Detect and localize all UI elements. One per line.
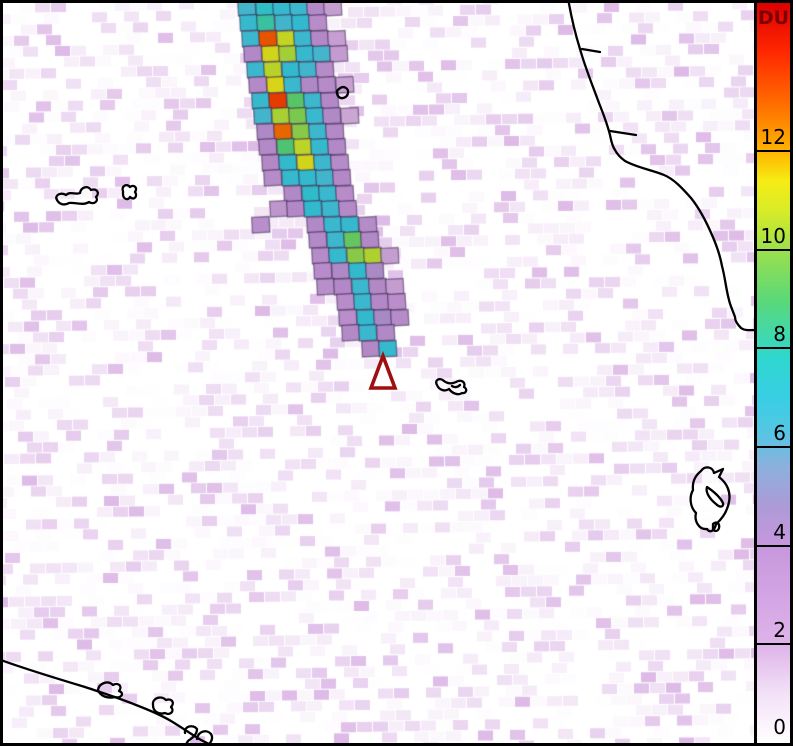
volcano-marker-icon [368, 350, 398, 390]
colorbar-tick [757, 446, 790, 448]
colorbar-tick [757, 643, 790, 645]
coastlines-group [3, 3, 754, 743]
map-area [0, 0, 757, 746]
colorbar-gradient [757, 3, 790, 743]
coastline-path-island-west-b [121, 184, 138, 201]
coastline-path-coast-sw-islet-a [96, 681, 124, 699]
colorbar-unit-label: DU [757, 7, 790, 29]
coastline-path-mainland-coast-ne [567, 3, 754, 332]
colorbar-tick-label: 4 [773, 520, 786, 544]
coastline-path-island-north-small [335, 86, 350, 100]
colorbar-tick-label: 12 [760, 125, 786, 149]
colorbar-tick [757, 249, 790, 251]
coastline-path-island-east-large [689, 466, 731, 533]
coastline-path-coast-sw-islet-b [151, 696, 174, 716]
colorbar-tick-label: 10 [760, 224, 786, 248]
coastline-path-mainland-coast-sw [3, 659, 210, 743]
coastline-path-island-west-a [55, 186, 99, 206]
coastline-path-island-east-of-volcano [435, 378, 468, 396]
coastline-path-coast-sw-islet-c [183, 725, 214, 743]
coastline-path-coast-spur-b [608, 129, 638, 137]
colorbar-tick [757, 347, 790, 349]
coastline-path-coast-spur-a [580, 47, 602, 54]
colorbar-tick-label: 6 [773, 421, 786, 445]
colorbar-tick-label: 8 [773, 322, 786, 346]
colorbar-tick-label: 2 [773, 618, 786, 642]
colorbar: 12 10 8 6 4 2 0 DU [754, 0, 793, 746]
coastline-overlay-svg [3, 3, 754, 743]
colorbar-tick-label: 0 [773, 715, 786, 739]
colorbar-tick [757, 545, 790, 547]
colorbar-tick [757, 150, 790, 152]
